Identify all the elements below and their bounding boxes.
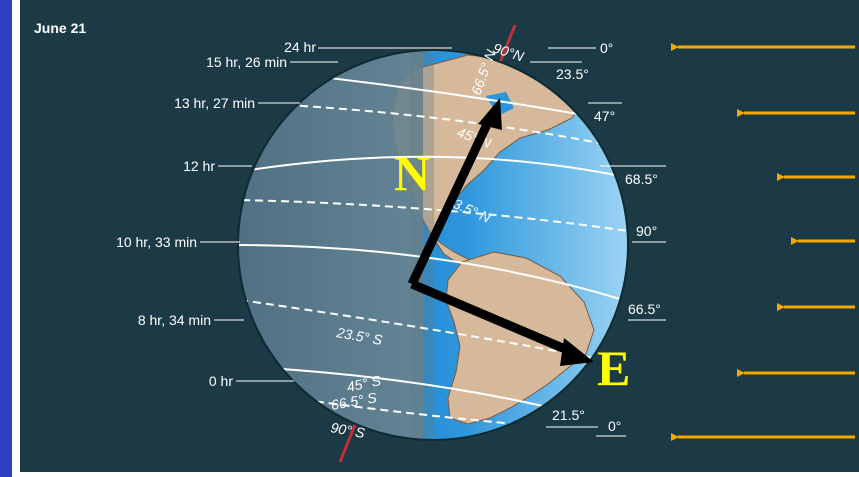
latitude-label-south-pole: 90° S (329, 419, 366, 441)
angle-label-2: 47° (594, 108, 615, 124)
latitude-45n (249, 155, 628, 179)
bottom-border (12, 472, 859, 477)
daylength-label-2: 13 hr, 27 min (174, 95, 255, 111)
daylength-label-0: 24 hr (284, 39, 316, 55)
left-border-gap (12, 0, 20, 477)
daylength-label-3: 12 hr (183, 158, 215, 174)
date-label: June 21 (34, 20, 86, 36)
daylength-label-1: 15 hr, 26 min (206, 54, 287, 70)
daylength-label-6: 0 hr (209, 373, 233, 389)
east-vector-head (560, 338, 594, 366)
angle-label-0: 0° (600, 40, 613, 56)
north-label: N (394, 145, 430, 201)
angle-label-3: 68.5° (625, 171, 658, 187)
sun-rays (671, 43, 855, 441)
latitude-arctic-dashed (247, 102, 628, 151)
latitude-label-mid-south: 45° S (345, 372, 383, 395)
north-vector (407, 116, 495, 286)
east-label: E (597, 340, 630, 396)
angle-label-7: 0° (608, 418, 621, 434)
daylength-label-5: 8 hr, 34 min (138, 312, 211, 328)
angle-label-6: 21.5° (552, 407, 585, 423)
left-leader-lines (200, 47, 452, 382)
globe-outline (237, 49, 629, 441)
daylength-label-4: 10 hr, 33 min (116, 234, 197, 250)
latitude-label-antarctic: 66.5° S (330, 389, 379, 413)
globe (238, 50, 628, 440)
east-vector (410, 279, 574, 357)
right-leader-lines (530, 47, 666, 437)
angle-label-4: 90° (636, 223, 657, 239)
latitude-0 (238, 244, 628, 306)
angle-label-5: 66.5° (628, 301, 661, 317)
north-vector-head (478, 98, 502, 130)
angle-label-1: 23.5° (556, 66, 589, 82)
left-border-strip (0, 0, 12, 477)
